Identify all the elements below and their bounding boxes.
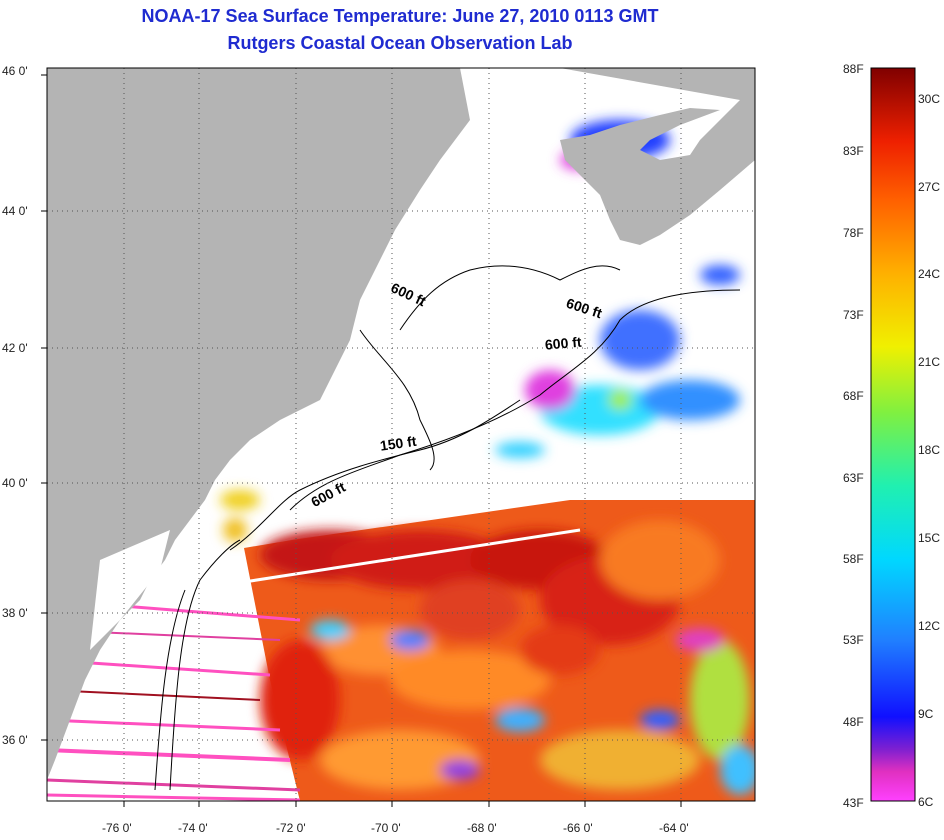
map-subtitle: Rutgers Coastal Ocean Observation Lab (227, 33, 573, 53)
cb-f-label: 48F (843, 715, 864, 729)
cb-c-label: 12C (918, 619, 940, 633)
colorbar: 88F 83F 78F 73F 68F 63F 58F 53F 48F 43F … (843, 62, 940, 810)
cb-f-label: 53F (843, 633, 864, 647)
lat-label: 46 0' (2, 64, 28, 78)
lon-label: -72 0' (276, 821, 306, 835)
lat-label: 42 0' (2, 341, 28, 355)
land-mass-us (47, 68, 470, 780)
cb-f-label: 63F (843, 471, 864, 485)
lat-label: 44 0' (2, 204, 28, 218)
cb-f-label: 68F (843, 389, 864, 403)
cb-c-label: 24C (918, 267, 940, 281)
lon-label: -74 0' (178, 821, 208, 835)
cb-c-label: 18C (918, 443, 940, 457)
lon-label: -76 0' (102, 821, 132, 835)
longitude-labels: -76 0' -74 0' -72 0' -70 0' -68 0' -66 0… (102, 821, 689, 835)
lat-label: 40 0' (2, 476, 28, 490)
latitude-labels: 46 0' 44 0' 42 0' 40 0' 38 0' 36 0' (2, 64, 28, 747)
long-island (300, 400, 400, 430)
land-mass-nova-scotia (560, 68, 755, 245)
cb-f-label: 83F (843, 144, 864, 158)
lat-label: 38 0' (2, 606, 28, 620)
cb-f-label: 43F (843, 796, 864, 810)
axis-ticks (41, 74, 682, 807)
contour-label-4: 150 ft (379, 433, 418, 454)
lon-label: -64 0' (659, 821, 689, 835)
graticule (47, 68, 755, 801)
cb-c-label: 6C (918, 795, 934, 809)
chesapeake-bay (90, 530, 170, 650)
sst-swath (243, 500, 755, 801)
lon-label: -70 0' (371, 821, 401, 835)
colorbar-celsius-labels: 30C 27C 24C 21C 18C 15C 12C 9C 6C (918, 92, 940, 809)
cb-c-label: 21C (918, 355, 940, 369)
cb-f-label: 73F (843, 308, 864, 322)
colorbar-fahrenheit-labels: 88F 83F 78F 73F 68F 63F 58F 53F 48F 43F (843, 62, 864, 810)
map-area: 600 ft 600 ft 600 ft 150 ft 600 ft (47, 68, 755, 801)
lat-label: 36 0' (2, 733, 28, 747)
map-frame (46, 67, 756, 802)
cb-f-label: 58F (843, 552, 864, 566)
cb-f-label: 88F (843, 62, 864, 76)
cb-c-label: 27C (918, 180, 940, 194)
cb-c-label: 30C (918, 92, 940, 106)
cb-f-label: 78F (843, 226, 864, 240)
colorbar-gradient (870, 67, 916, 802)
bathymetry-contours (154, 265, 741, 791)
contour-label-3: 600 ft (544, 334, 582, 353)
lon-label: -68 0' (467, 821, 497, 835)
lon-label: -66 0' (563, 821, 593, 835)
map-title: NOAA-17 Sea Surface Temperature: June 27… (141, 6, 659, 26)
cb-c-label: 9C (918, 707, 934, 721)
cb-c-label: 15C (918, 531, 940, 545)
